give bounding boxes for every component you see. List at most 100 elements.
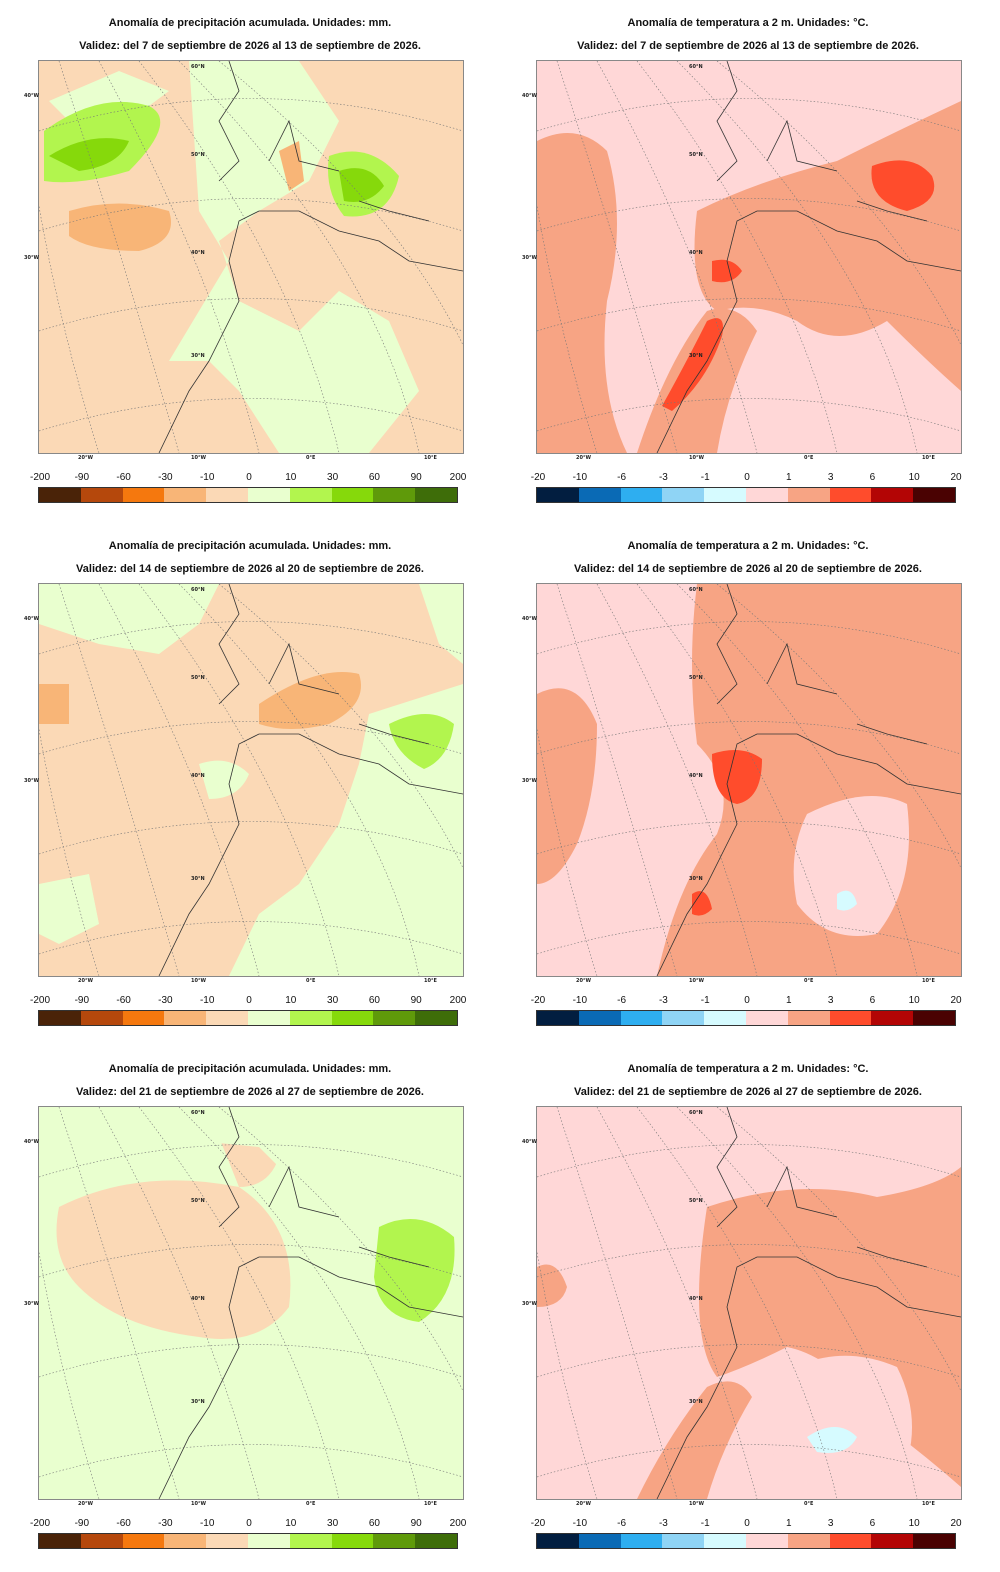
meridian-line [556, 584, 678, 976]
scale-tick-label: 10 [908, 995, 920, 1006]
anomaly-region [761, 1355, 912, 1492]
scale-tick-label: -6 [617, 472, 627, 483]
parallel-line [39, 721, 463, 755]
colorbar-swatch [331, 488, 374, 502]
scale-tick-label: 10 [908, 472, 920, 483]
latitude-label: 60°N [689, 587, 703, 593]
meridian-line [596, 584, 758, 976]
latitude-label: 40°N [689, 1296, 703, 1302]
scale-tick-label: 200 [449, 472, 467, 483]
scale-tick-label: 6 [869, 995, 876, 1006]
scale-tick-label: 30 [327, 995, 339, 1006]
scale-tick-label: 30 [327, 1518, 339, 1529]
scale-tick-label: -20 [530, 472, 546, 483]
scale-tick-label: 60 [368, 472, 380, 483]
longitude-label: 10°E [922, 978, 935, 984]
colorbar-swatch [331, 1534, 374, 1548]
scale-tick-label: 0 [744, 1518, 750, 1529]
parallel-line [537, 921, 961, 955]
latitude-label: 60°N [191, 1110, 205, 1116]
colorbar-swatch [206, 488, 248, 502]
anomaly-region [767, 327, 807, 357]
anomaly-region [56, 1180, 291, 1339]
meridian-line [636, 61, 838, 453]
parallel-line [537, 621, 961, 655]
colorbar-swatch [247, 1534, 290, 1548]
anomaly-region [712, 750, 762, 804]
scale-tick-label: 10 [285, 995, 297, 1006]
meridian-line [178, 584, 420, 976]
scale-tick-label: 6 [869, 1518, 876, 1529]
anomaly-region [537, 1264, 567, 1307]
latitude-label: 40°N [191, 250, 205, 256]
latitude-label: 50°N [689, 152, 703, 158]
longitude-label: 10°E [922, 455, 935, 461]
scale-tick-label: -6 [617, 1518, 627, 1529]
scale-tick-label: -200 [29, 1518, 51, 1529]
anomaly-region [279, 141, 304, 191]
colorbar-swatch [164, 1534, 207, 1548]
scale-tick-label: -60 [116, 472, 131, 483]
meridian-line [98, 1107, 260, 1499]
validity-label: Validez: del 7 de septiembre de 2026 al … [577, 40, 919, 52]
parallel-line [39, 821, 463, 855]
latitude-label: 50°N [689, 675, 703, 681]
scale-tick-label: -3 [658, 1518, 668, 1529]
colorbar-swatch [913, 1011, 955, 1025]
scale-tick-label: -3 [658, 995, 668, 1006]
scale-tick-label: -20 [530, 995, 546, 1006]
precip-scale-labels: -200 -90 -60 -30 -10 0 10 30 60 90 200 [30, 995, 466, 1009]
meridian-line [596, 61, 758, 453]
colorbar-swatch [787, 1011, 830, 1025]
map-canvas: 60°N 50°N 40°N 30°N [39, 584, 463, 976]
latitude-label: 30°N [689, 353, 703, 359]
meridian-line [218, 584, 463, 869]
coastline [656, 584, 961, 976]
latitude-label: 30°N [689, 876, 703, 882]
latitude-label: 60°N [191, 64, 205, 70]
meridian-line [218, 1107, 463, 1392]
scale-tick-label: 10 [285, 1518, 297, 1529]
temp-colorbar [536, 487, 956, 503]
anomaly-region [259, 672, 361, 729]
parallel-line [39, 1344, 463, 1378]
temp-scale-labels: -20 -10 -6 -3 -1 0 1 3 6 10 20 [531, 995, 962, 1009]
longitude-label: 0°E [306, 1501, 316, 1507]
longitude-label: 20°W [78, 1501, 93, 1507]
parallel-line [537, 1344, 961, 1378]
validity-label: Validez: del 21 de septiembre de 2026 al… [76, 1086, 424, 1098]
longitude-label: 0°E [306, 978, 316, 984]
scale-tick-label: -10 [572, 995, 588, 1006]
temp-colorbar [536, 1533, 956, 1549]
latitude-label: 50°N [191, 1198, 205, 1204]
parallel-line [537, 98, 961, 132]
scale-tick-label: -60 [116, 995, 131, 1006]
validity-label: Validez: del 7 de septiembre de 2026 al … [79, 40, 421, 52]
meridian-line [218, 61, 463, 346]
scale-tick-label: -3 [658, 472, 668, 483]
meridian-line [556, 1107, 678, 1499]
longitude-label: 0°E [804, 1501, 814, 1507]
validity-label: Validez: del 14 de septiembre de 2026 al… [574, 563, 922, 575]
colorbar-swatch [415, 488, 457, 502]
scale-tick-label: 20 [950, 1518, 962, 1529]
precip-scale-labels: -200 -90 -60 -30 -10 0 10 30 60 90 200 [30, 472, 466, 486]
meridian-line [138, 584, 340, 976]
temp-title: Anomalía de temperatura a 2 m. Unidades:… [627, 540, 869, 552]
validity-label: Validez: del 14 de septiembre de 2026 al… [76, 563, 424, 575]
colorbar-swatch [537, 1534, 579, 1548]
longitude-label: 30°W [522, 255, 537, 261]
anomaly-region [793, 796, 909, 936]
anomaly-region [662, 318, 723, 411]
parallel-line [537, 721, 961, 755]
colorbar-swatch [373, 1011, 416, 1025]
temp-colorbar [536, 1010, 956, 1026]
parallel-line [39, 298, 463, 332]
meridian-line [676, 1107, 918, 1499]
parallel-line [39, 1144, 463, 1178]
temp-title: Anomalía de temperatura a 2 m. Unidades:… [627, 17, 869, 29]
meridian-line [58, 61, 180, 453]
parallel-line [537, 821, 961, 855]
temp-scale-labels: -20 -10 -6 -3 -1 0 1 3 6 10 20 [531, 472, 962, 486]
colorbar-swatch [620, 1534, 663, 1548]
